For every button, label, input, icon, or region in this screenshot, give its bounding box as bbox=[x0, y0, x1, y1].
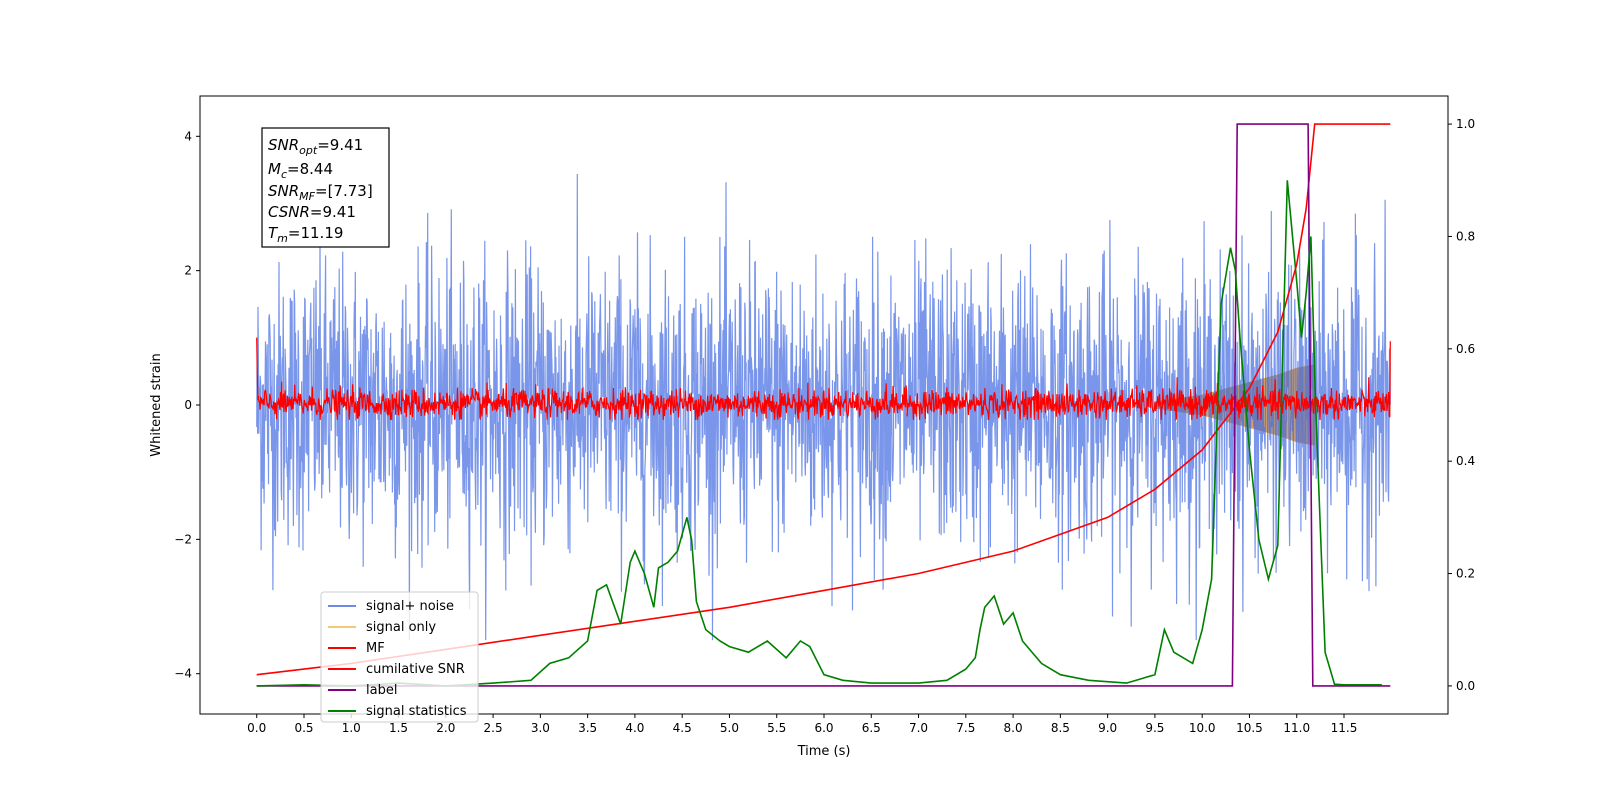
y-tick-label: 2 bbox=[184, 264, 192, 278]
stats-annotation: SNRopt=9.41 Mc=8.44 SNRMF=[7.73] CSNR=9.… bbox=[261, 127, 390, 248]
x-tick-label: 8.5 bbox=[1051, 721, 1070, 735]
annotation-tm: Tm=11.19 bbox=[268, 224, 343, 245]
series-label-line bbox=[256, 123, 1391, 687]
annotation-snr-opt: SNRopt=9.41 bbox=[268, 136, 363, 157]
legend: signal+ noise signal only MF cumilative SNR… bbox=[320, 591, 479, 723]
y2-tick-label: 0.8 bbox=[1456, 229, 1475, 243]
x-tick-label: 7.0 bbox=[909, 721, 928, 735]
annotation-box bbox=[261, 127, 390, 248]
y-axis-ticks: 4 2 0 −2 −4 bbox=[174, 129, 200, 681]
x-tick-label: 1.5 bbox=[389, 721, 408, 735]
y-tick-label: −2 bbox=[174, 532, 192, 546]
y2-tick-label: 0.4 bbox=[1456, 454, 1475, 468]
x-tick-label: 3.0 bbox=[531, 721, 550, 735]
noise-layer bbox=[256, 173, 1391, 641]
x-tick-label: 5.5 bbox=[767, 721, 786, 735]
x-tick-label: 9.0 bbox=[1098, 721, 1117, 735]
x-axis-ticks: 0.0 0.5 1.0 1.5 2.0 2.5 3.0 3.5 4.0 4.5 5.0 5.5 6.0 6… bbox=[247, 714, 1357, 735]
x-tick-label: 2.0 bbox=[436, 721, 455, 735]
annotation-csnr: CSNR=9.41 bbox=[268, 203, 356, 221]
legend-label-signal-only: signal only bbox=[366, 620, 436, 635]
series-signal-noise-line bbox=[256, 173, 1391, 641]
y2-tick-label: 0.0 bbox=[1456, 679, 1475, 693]
x-tick-label: 6.5 bbox=[862, 721, 881, 735]
y2-tick-label: 0.6 bbox=[1456, 342, 1475, 356]
legend-label-signal-statistics: signal statistics bbox=[366, 704, 467, 719]
x-tick-label: 9.5 bbox=[1145, 721, 1164, 735]
x-tick-label: 10.5 bbox=[1236, 721, 1263, 735]
legend-label-cumilative-snr: cumilative SNR bbox=[366, 662, 465, 677]
x-tick-label: 1.0 bbox=[342, 721, 361, 735]
legend-label-signal-noise: signal+ noise bbox=[366, 599, 454, 614]
annotation-snr-mf: SNRMF=[7.73] bbox=[268, 182, 373, 203]
y2-axis-ticks: 1.0 0.8 0.6 0.4 0.2 0.0 bbox=[1448, 117, 1475, 693]
y-axis-label: Whitened strain bbox=[149, 353, 164, 456]
x-tick-label: 10.0 bbox=[1189, 721, 1216, 735]
legend-box bbox=[320, 591, 479, 723]
x-tick-label: 3.5 bbox=[578, 721, 597, 735]
right-axis-series-layer bbox=[256, 123, 1391, 687]
x-tick-label: 6.0 bbox=[814, 721, 833, 735]
mf-layer bbox=[256, 337, 1391, 422]
annotation-mc: Mc=8.44 bbox=[268, 160, 333, 181]
x-tick-label: 7.5 bbox=[956, 721, 975, 735]
y2-tick-label: 0.2 bbox=[1456, 567, 1475, 581]
x-tick-label: 8.0 bbox=[1004, 721, 1023, 735]
series-cumilative-snr-line bbox=[256, 123, 1391, 676]
legend-label-label: label bbox=[366, 683, 397, 698]
x-tick-label: 5.0 bbox=[720, 721, 739, 735]
x-tick-label: 11.5 bbox=[1331, 721, 1358, 735]
y-tick-label: −4 bbox=[174, 667, 192, 681]
legend-label-mf: MF bbox=[366, 641, 385, 656]
series-mf-line bbox=[256, 337, 1391, 422]
x-tick-label: 11.0 bbox=[1283, 721, 1310, 735]
series-signal-statistics-line bbox=[256, 180, 1382, 687]
y-tick-label: 4 bbox=[184, 129, 192, 143]
x-tick-label: 2.5 bbox=[484, 721, 503, 735]
y-tick-label: 0 bbox=[184, 398, 192, 412]
x-tick-label: 0.0 bbox=[247, 721, 266, 735]
x-tick-label: 4.5 bbox=[673, 721, 692, 735]
x-axis-label: Time (s) bbox=[797, 744, 851, 759]
y2-tick-label: 1.0 bbox=[1456, 117, 1475, 131]
x-tick-label: 4.0 bbox=[625, 721, 644, 735]
x-tick-label: 0.5 bbox=[294, 721, 313, 735]
